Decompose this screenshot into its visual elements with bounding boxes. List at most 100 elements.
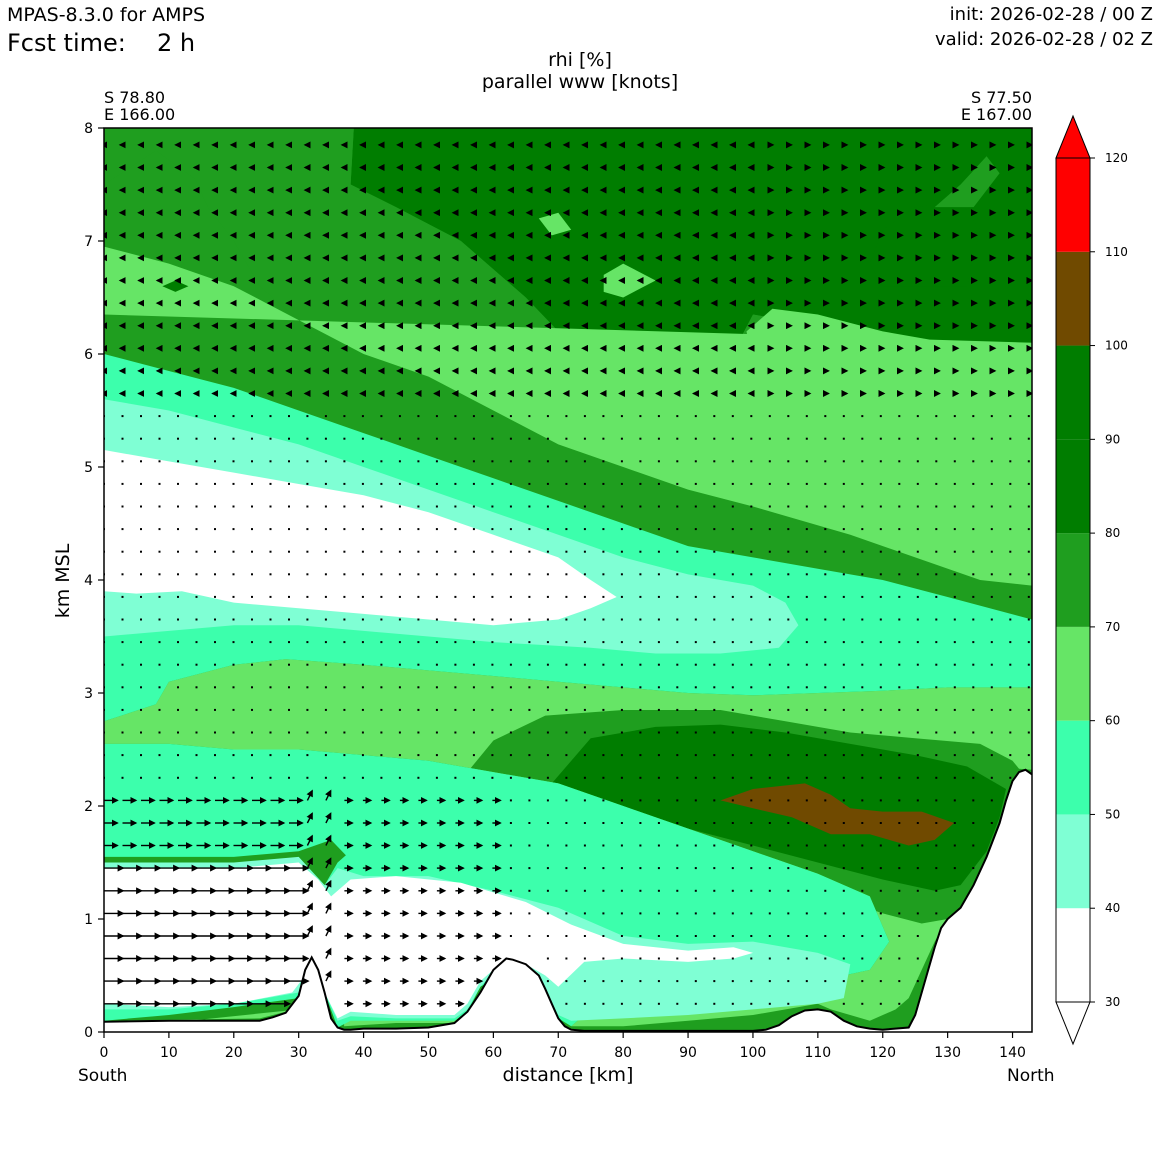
wind-vector [787, 822, 790, 824]
wind-vector [417, 415, 420, 418]
wind-vector [325, 902, 332, 914]
wind-vector [972, 460, 975, 463]
wind-vector [861, 641, 864, 644]
wind-vector [565, 460, 568, 463]
wind-vector [935, 505, 938, 508]
wind-vector [879, 935, 882, 937]
wind-vector [398, 482, 401, 485]
wind-vector [824, 980, 827, 983]
wind-vector [713, 460, 716, 463]
wind-vector [306, 776, 309, 779]
wind-vector [694, 460, 697, 463]
wind-vector [768, 731, 771, 734]
wind-vector [990, 663, 993, 666]
wind-vector [583, 663, 586, 666]
wind-vector [195, 641, 198, 644]
wind-vector [528, 415, 531, 418]
wind-vector [565, 686, 568, 689]
wind-vector [805, 935, 808, 937]
wind-vector [879, 550, 882, 553]
wind-vector [935, 663, 938, 666]
wind-vector [177, 460, 179, 463]
wind-vector [398, 415, 401, 418]
wind-vector [694, 912, 697, 915]
wind-vector [565, 618, 568, 621]
wind-vector [787, 482, 790, 485]
wind-vector [657, 980, 660, 983]
wind-vector [324, 731, 327, 734]
wind-vector [565, 505, 568, 508]
wind-vector [676, 573, 679, 576]
wind-vector [121, 505, 124, 508]
wind-vector [361, 595, 364, 598]
wind-vector [639, 618, 642, 621]
right-endpoint-lat: S 77.50 [970, 88, 1032, 107]
wind-vector [583, 528, 586, 531]
wind-vector [898, 957, 901, 960]
wind-vector [177, 686, 179, 689]
wind-vector [509, 415, 512, 418]
wind-vector [898, 505, 901, 508]
wind-vector [935, 641, 938, 644]
wind-vector [620, 754, 623, 757]
wind-vector [214, 437, 216, 440]
wind-vector [694, 844, 697, 847]
wind-vector [694, 708, 697, 711]
wind-vector [583, 844, 586, 847]
wind-vector [768, 889, 771, 892]
wind-vector [972, 822, 975, 824]
wind-vector [288, 731, 290, 734]
colorbar-segment [1056, 626, 1090, 721]
wind-vector [454, 505, 457, 508]
wind-vector [694, 754, 697, 757]
wind-vector [1027, 550, 1030, 553]
wind-vector [361, 641, 364, 644]
wind-vector [528, 482, 531, 485]
wind-vector [491, 641, 494, 644]
wind-vector [861, 528, 864, 531]
wind-vector [639, 415, 642, 418]
wind-vector [269, 437, 272, 440]
wind-vector [768, 686, 771, 689]
wind-vector [472, 731, 475, 734]
wind-vector [288, 776, 290, 779]
wind-vector [676, 618, 679, 621]
wind-vector [158, 708, 161, 711]
wind-vector [898, 889, 901, 892]
wind-vector [177, 663, 179, 666]
wind-vector [898, 1002, 901, 1005]
wind-vector [768, 663, 771, 666]
wind-vector [602, 573, 605, 576]
wind-vector [472, 754, 475, 757]
wind-vector [953, 595, 956, 598]
wind-vector [916, 754, 919, 757]
wind-vector [121, 482, 124, 485]
wind-vector [343, 482, 346, 485]
wind-vector [140, 573, 142, 576]
wind-vector [269, 505, 272, 508]
wind-vector [509, 550, 512, 553]
wind-vector [916, 776, 919, 779]
wind-vector [972, 482, 975, 485]
wind-vector [805, 550, 808, 553]
wind-vector [916, 528, 919, 531]
wind-vector [657, 708, 660, 711]
wind-vector [1027, 754, 1030, 757]
wind-vector [361, 573, 364, 576]
wind-vector [694, 528, 697, 531]
wind-vector [861, 731, 864, 734]
wind-vector [879, 415, 882, 418]
wind-vector [306, 595, 309, 598]
wind-vector [602, 889, 605, 892]
wind-vector [676, 460, 679, 463]
wind-vector [990, 754, 993, 757]
wind-vector [583, 482, 586, 485]
wind-vector [583, 822, 586, 824]
wind-vector [676, 822, 679, 824]
wind-vector [731, 505, 734, 508]
wind-vector [565, 776, 568, 779]
wind-vector [583, 550, 586, 553]
wind-vector [380, 731, 383, 734]
wind-vector [750, 822, 753, 824]
wind-vector [713, 754, 716, 757]
